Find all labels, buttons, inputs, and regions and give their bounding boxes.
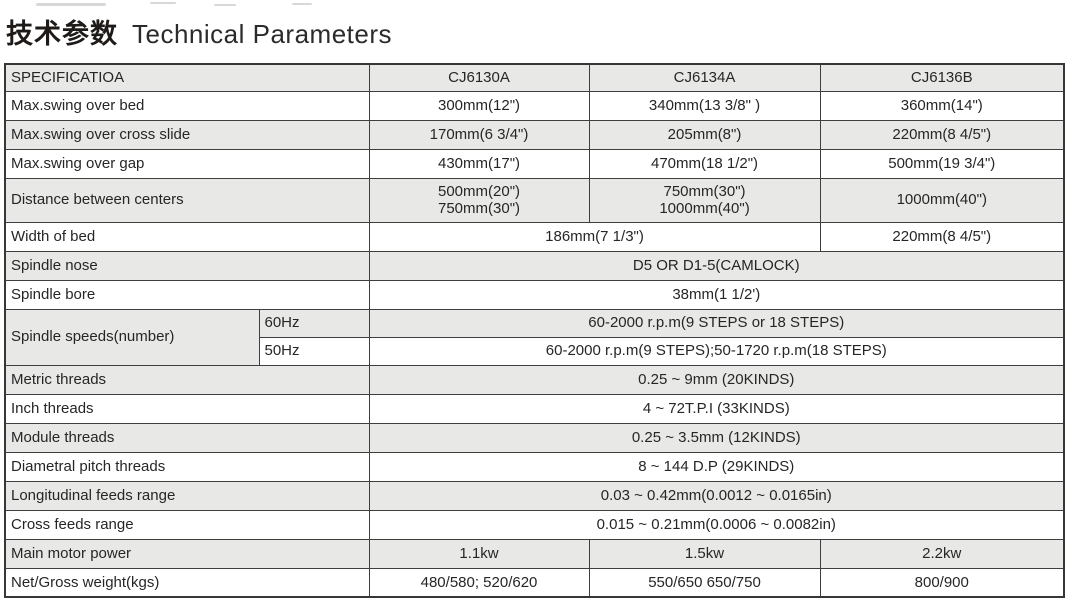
table-row-swing-over-bed: Max.swing over bed 300mm(12") 340mm(13 3…	[4, 90, 1065, 121]
cell-value: 550/650 650/750	[588, 567, 821, 598]
table-row-swing-over-cross-slide: Max.swing over cross slide 170mm(6 3/4")…	[4, 119, 1065, 150]
cell-value: 500mm(19 3/4")	[819, 148, 1065, 179]
row-label: Inch threads	[4, 393, 370, 424]
cell-value-span: 0.25 ~ 3.5mm (12KINDS)	[368, 422, 1065, 453]
scan-artifact	[150, 2, 176, 4]
cell-value-span: 38mm(1 1/2')	[368, 279, 1065, 310]
table-row-spindle-nose: Spindle nose D5 OR D1-5(CAMLOCK)	[4, 250, 1065, 281]
row-label: Spindle speeds(number)	[4, 308, 260, 366]
cell-frequency-50hz: 50Hz	[258, 336, 370, 366]
cell-value: 430mm(17")	[368, 148, 590, 179]
row-label: Spindle bore	[4, 279, 370, 310]
cell-value: 340mm(13 3/8" )	[588, 90, 821, 121]
cell-value: 750mm(30") 1000mm(40")	[588, 177, 821, 223]
cell-value: 170mm(6 3/4")	[368, 119, 590, 150]
cell-value-span: 0.03 ~ 0.42mm(0.0012 ~ 0.0165in)	[368, 480, 1065, 511]
page-title: 技术参数 Technical Parameters	[6, 12, 392, 51]
table-row-distance-between-centers: Distance between centers 500mm(20") 750m…	[4, 177, 1065, 223]
cell-value: 500mm(20") 750mm(30")	[368, 177, 590, 223]
cell-frequency-60hz: 60Hz	[258, 308, 370, 338]
row-label: Longitudinal feeds range	[4, 480, 370, 511]
table-row-module-threads: Module threads 0.25 ~ 3.5mm (12KINDS)	[4, 422, 1065, 453]
cell-value: 470mm(18 1/2")	[588, 148, 821, 179]
row-label: Cross feeds range	[4, 509, 370, 540]
header-specification: SPECIFICATIOA	[4, 63, 370, 92]
row-label: Net/Gross weight(kgs)	[4, 567, 370, 598]
row-label: Diametral pitch threads	[4, 451, 370, 482]
header-model-cj6130a: CJ6130A	[368, 63, 590, 92]
cell-value: 1.1kw	[368, 538, 590, 569]
cell-value-span: D5 OR D1-5(CAMLOCK)	[368, 250, 1065, 281]
cell-value: 480/580; 520/620	[368, 567, 590, 598]
row-label: Distance between centers	[4, 177, 370, 223]
table-row-spindle-speeds-50hz: 50Hz 60-2000 r.p.m(9 STEPS);50-1720 r.p.…	[5, 336, 1065, 366]
table-row-spindle-speeds-60hz: Spindle speeds(number) 60Hz 60-2000 r.p.…	[4, 308, 1065, 366]
cell-value: 205mm(8")	[588, 119, 821, 150]
row-label: Metric threads	[4, 364, 370, 395]
scan-artifact	[292, 3, 312, 5]
cell-value: 360mm(14")	[819, 90, 1065, 121]
cell-value: 220mm(8 4/5")	[819, 221, 1065, 252]
header-model-cj6134a: CJ6134A	[588, 63, 821, 92]
cell-value: 1000mm(40")	[819, 177, 1065, 223]
scan-artifact	[214, 4, 236, 6]
page-title-chinese: 技术参数	[6, 19, 118, 49]
table-row-metric-threads: Metric threads 0.25 ~ 9mm (20KINDS)	[4, 364, 1065, 395]
cell-value-span: 186mm(7 1/3")	[368, 221, 821, 252]
row-label: Width of bed	[4, 221, 370, 252]
table-row-inch-threads: Inch threads 4 ~ 72T.P.I (33KINDS)	[4, 393, 1065, 424]
cell-value: 300mm(12")	[368, 90, 590, 121]
table-row-width-of-bed: Width of bed 186mm(7 1/3") 220mm(8 4/5")	[4, 221, 1065, 252]
technical-parameters-table: SPECIFICATIOA CJ6130A CJ6134A CJ6136B Ma…	[4, 63, 1066, 598]
row-label: Main motor power	[4, 538, 370, 569]
table-header-row: SPECIFICATIOA CJ6130A CJ6134A CJ6136B	[4, 63, 1065, 92]
row-label: Max.swing over gap	[4, 148, 370, 179]
header-model-cj6136b: CJ6136B	[819, 63, 1065, 92]
table-row-swing-over-gap: Max.swing over gap 430mm(17") 470mm(18 1…	[4, 148, 1065, 179]
table-row-spindle-bore: Spindle bore 38mm(1 1/2')	[4, 279, 1065, 310]
cell-value: 2.2kw	[819, 538, 1065, 569]
cell-value-span: 8 ~ 144 D.P (29KINDS)	[368, 451, 1065, 482]
table-row-cross-feeds-range: Cross feeds range 0.015 ~ 0.21mm(0.0006 …	[4, 509, 1065, 540]
table-row-longitudinal-feeds-range: Longitudinal feeds range 0.03 ~ 0.42mm(0…	[4, 480, 1065, 511]
cell-value-span: 60-2000 r.p.m(9 STEPS or 18 STEPS)	[368, 308, 1065, 338]
table-row-net-gross-weight: Net/Gross weight(kgs) 480/580; 520/620 5…	[4, 567, 1065, 598]
cell-value: 220mm(8 4/5")	[819, 119, 1065, 150]
scan-artifact	[36, 3, 106, 6]
cell-value-span: 4 ~ 72T.P.I (33KINDS)	[368, 393, 1065, 424]
row-label: Max.swing over cross slide	[4, 119, 370, 150]
table-row-main-motor-power: Main motor power 1.1kw 1.5kw 2.2kw	[4, 538, 1065, 569]
row-label: Module threads	[4, 422, 370, 453]
table-row-diametral-pitch-threads: Diametral pitch threads 8 ~ 144 D.P (29K…	[4, 451, 1065, 482]
cell-value-span: 60-2000 r.p.m(9 STEPS);50-1720 r.p.m(18 …	[368, 336, 1065, 366]
cell-value-span: 0.015 ~ 0.21mm(0.0006 ~ 0.0082in)	[368, 509, 1065, 540]
cell-value: 1.5kw	[588, 538, 821, 569]
cell-value: 800/900	[819, 567, 1065, 598]
cell-value-span: 0.25 ~ 9mm (20KINDS)	[368, 364, 1065, 395]
row-label: Spindle nose	[4, 250, 370, 281]
row-label: Max.swing over bed	[4, 90, 370, 121]
page-title-english: Technical Parameters	[132, 19, 392, 49]
